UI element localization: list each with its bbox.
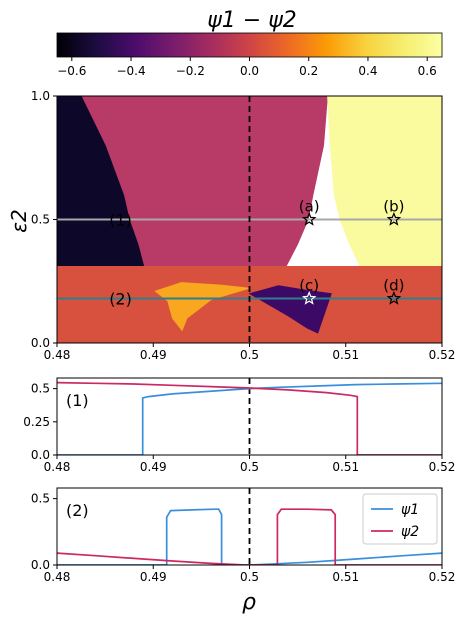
x-tick-label: 0.51 xyxy=(332,348,359,362)
point-label: (b) xyxy=(383,198,404,216)
x-tick-label: 0.51 xyxy=(332,460,359,474)
colorbar-tick-label: −0.4 xyxy=(116,64,145,78)
heatmap-axes: 0.48 0.49 0.5 0.51 0.52 0.0 0.5 1.0 xyxy=(31,89,455,362)
x-tick-label: 0.51 xyxy=(332,570,359,584)
point-label: (a) xyxy=(299,198,320,216)
colorbar-tick-label: −0.2 xyxy=(176,64,205,78)
point-label: (c) xyxy=(299,277,319,295)
heatmap-ylabel: ε2 xyxy=(7,209,31,233)
line-panel-1: 0.48 0.49 0.5 0.51 0.52 0.0 0.25 0.5 (1) xyxy=(23,377,455,474)
colorbar-tick-label: −0.6 xyxy=(57,64,86,78)
point-label: (d) xyxy=(383,277,404,295)
legend-label: ψ2 xyxy=(401,524,419,540)
panel-1-plot xyxy=(57,378,442,455)
colorbar-tick-label: 0.4 xyxy=(358,64,377,78)
colorbar-title: ψ1 − ψ2 xyxy=(207,8,296,33)
x-tick-label: 0.49 xyxy=(140,570,167,584)
legend-box xyxy=(362,493,438,545)
x-tick-label: 0.5 xyxy=(240,460,259,474)
point-marker xyxy=(386,211,402,226)
panel-2-plot xyxy=(57,488,442,565)
heatmap-region xyxy=(154,282,250,332)
panel-2-axes: 0.48 0.49 0.5 0.51 0.52 0.0 0.5 xyxy=(31,492,455,584)
x-tick-label: 0.48 xyxy=(44,570,71,584)
x-tick-label: 0.5 xyxy=(240,348,259,362)
series-line-psi2 xyxy=(57,508,442,565)
y-tick-label: 0.25 xyxy=(23,415,50,429)
x-tick-label: 0.49 xyxy=(140,348,167,362)
colorbar: ψ1 − ψ2 −0.6 −0.4 −0.2 0.0 0.2 0.4 0.6 xyxy=(56,8,443,78)
colorbar-gradient xyxy=(56,32,443,58)
heatmap-region xyxy=(327,96,442,267)
x-axis-label: ρ xyxy=(242,590,256,615)
point-marker xyxy=(301,211,317,226)
heatmap-panel: (1)(2) (a) (b)(c) (d) 0.48 0.49 0.5 0.51 0.520… xyxy=(7,89,455,362)
y-tick-label: 0.5 xyxy=(31,213,50,227)
series-line-psi2 xyxy=(57,381,442,455)
y-tick-label: 1.0 xyxy=(31,89,50,103)
heatmap-points: (a) (b) (c) (d) xyxy=(299,198,404,305)
y-tick-label: 0.5 xyxy=(31,382,50,396)
panel-1-label: (1) xyxy=(66,391,89,410)
colorbar-tick-label: 0.0 xyxy=(240,64,259,78)
x-tick-label: 0.52 xyxy=(429,570,456,584)
colorbar-tick-label: 0.2 xyxy=(299,64,318,78)
colorbar-ticks: −0.6 −0.4 −0.2 0.0 0.2 0.4 0.6 xyxy=(57,57,437,78)
colorbar-tick-label: 0.6 xyxy=(418,64,437,78)
point-marker xyxy=(386,290,402,305)
heatmap-regions xyxy=(57,96,442,343)
panel-1-axes: 0.48 0.49 0.5 0.51 0.52 0.0 0.25 0.5 xyxy=(23,382,455,474)
cut-line-label: (2) xyxy=(109,290,132,309)
point-marker xyxy=(301,290,317,305)
x-tick-label: 0.52 xyxy=(429,348,456,362)
x-tick-label: 0.52 xyxy=(429,460,456,474)
x-tick-label: 0.5 xyxy=(240,570,259,584)
heatmap-lines: (1) (2) xyxy=(57,96,442,343)
series-line-psi1 xyxy=(57,382,442,455)
series-line-psi1 xyxy=(57,508,442,565)
y-tick-label: 0.0 xyxy=(31,448,50,462)
x-tick-label: 0.48 xyxy=(44,460,71,474)
y-tick-label: 0.0 xyxy=(31,558,50,572)
legend-label: ψ1 xyxy=(401,502,419,518)
heatmap-region xyxy=(57,265,442,343)
panel-2-label: (2) xyxy=(66,501,89,520)
y-tick-label: 0.5 xyxy=(31,492,50,506)
y-tick-label: 0.0 xyxy=(31,336,50,350)
x-tick-label: 0.48 xyxy=(44,348,71,362)
cut-line-label: (1) xyxy=(109,211,132,230)
x-tick-label: 0.49 xyxy=(140,460,167,474)
